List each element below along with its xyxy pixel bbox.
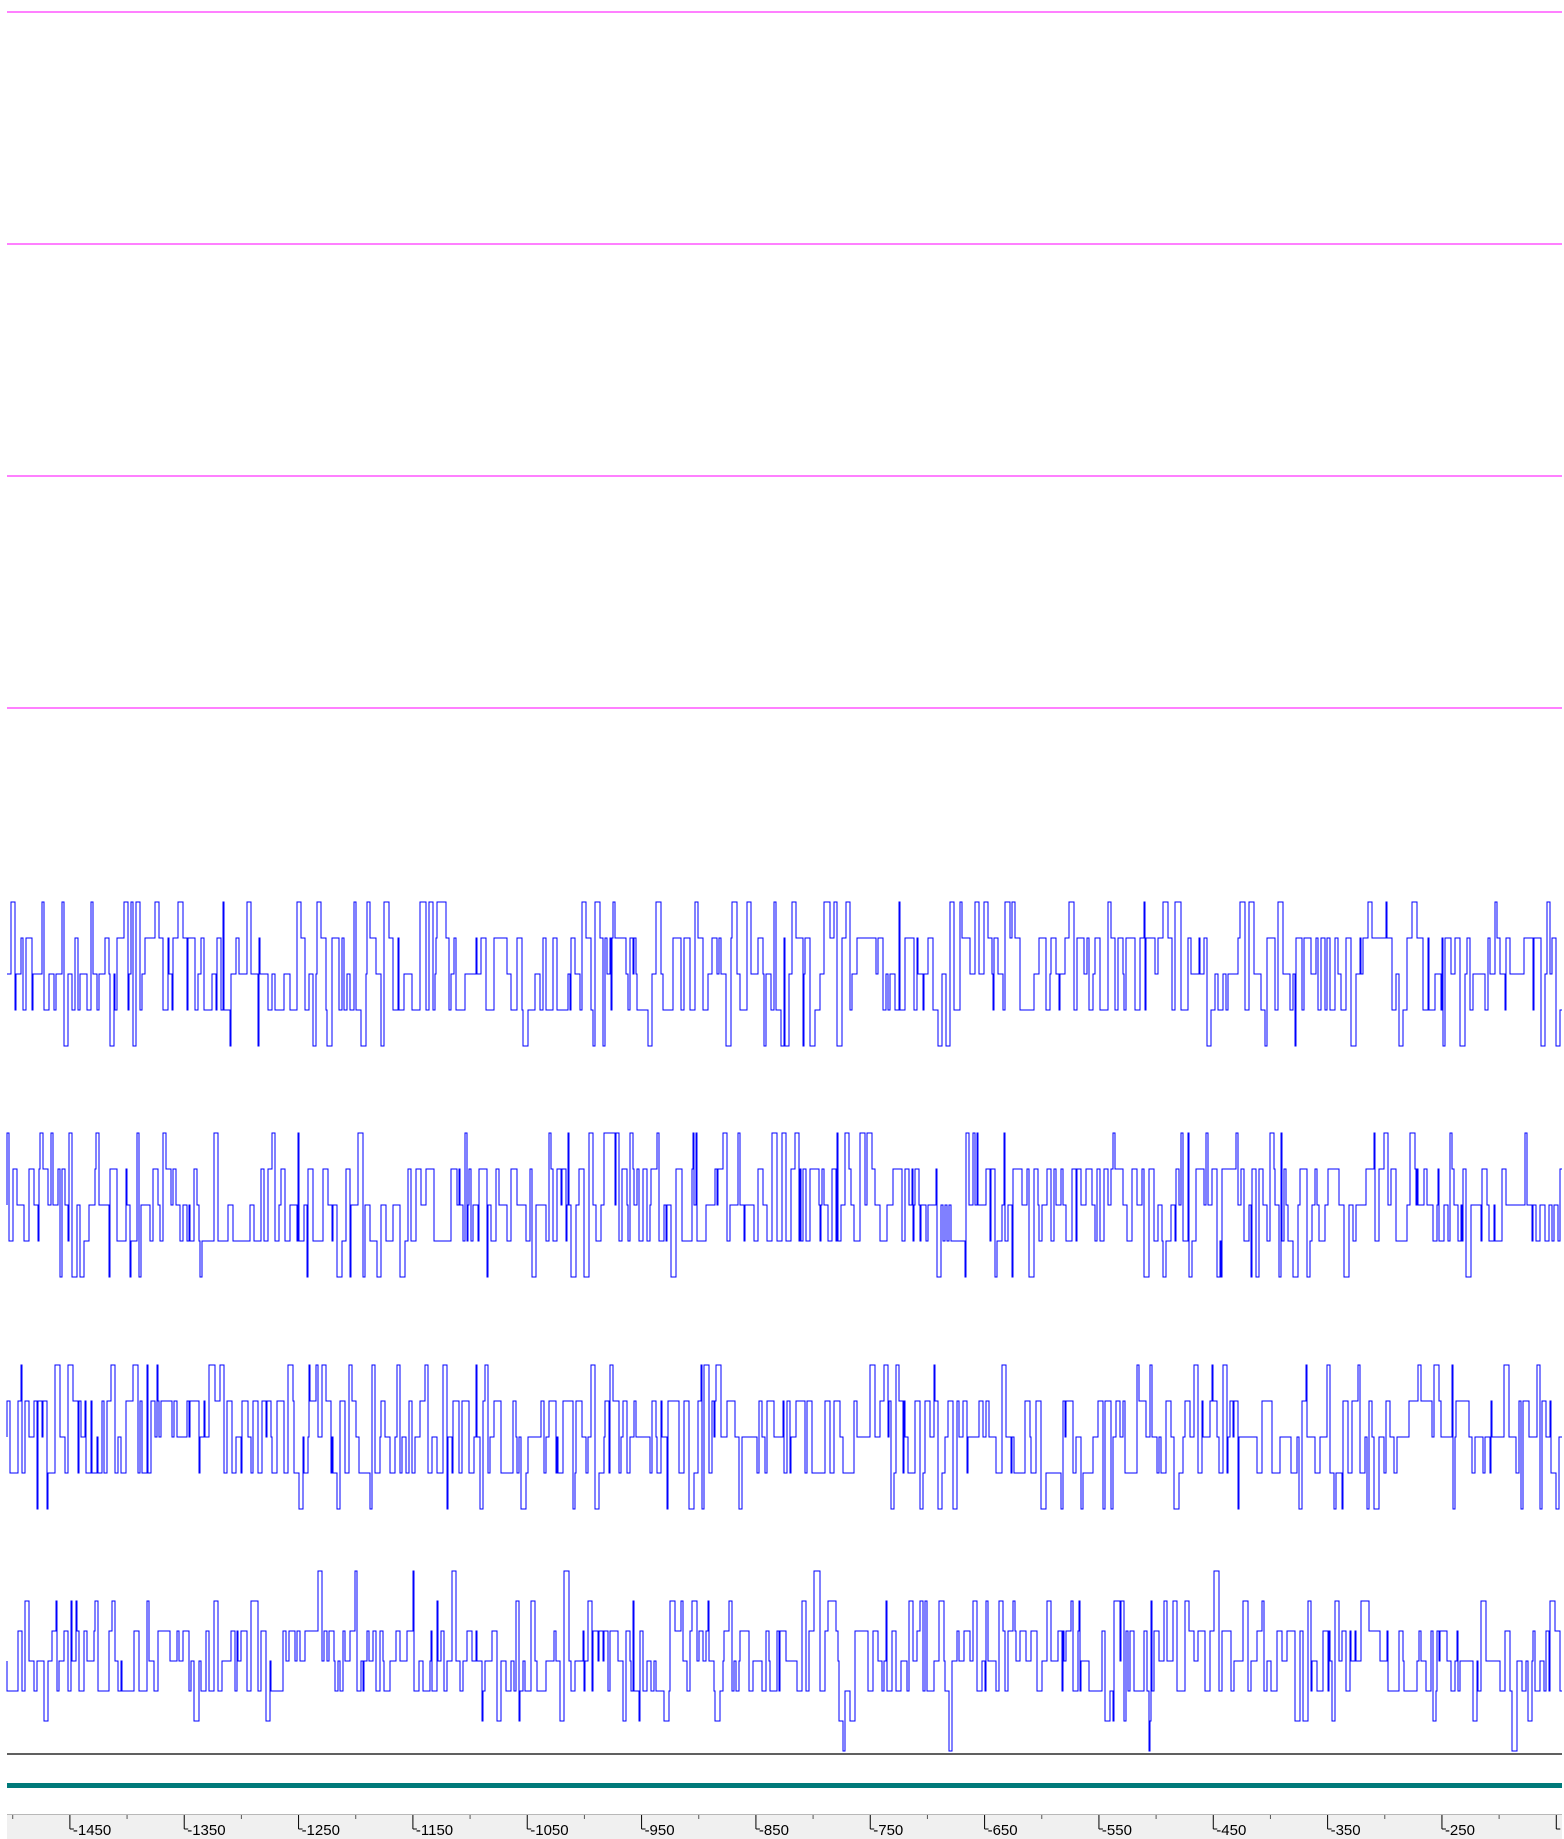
signal-line — [6, 1132, 1562, 1278]
ruler-tick-label: -850 — [759, 1822, 789, 1839]
ruler-tick-label: -350 — [1331, 1822, 1361, 1839]
ruler-ticks: -1450 -1350 -1250 -1150 -1050 -950 -850 -750 -65… — [12, 1815, 1561, 1839]
coordinate-ruler[interactable]: -1450 -1350 -1250 -1150 -1050 -950 -850 -750 -65… — [7, 1814, 1562, 1839]
ruler-tick-label: -550 — [1102, 1822, 1132, 1839]
ruler-tick-label: -950 — [645, 1822, 675, 1839]
ruler-tick-label: -250 — [1445, 1822, 1475, 1839]
signal-line — [6, 1570, 1562, 1752]
signal-track-1 — [7, 901, 1562, 1047]
ruler-tick-label: -1250 — [302, 1822, 340, 1839]
ruler-tick-label: -1150 — [416, 1822, 453, 1839]
ruler-tick-label: -450 — [1216, 1822, 1246, 1839]
ruler-tick-label: -750 — [873, 1822, 903, 1839]
signal-line — [6, 1364, 1562, 1510]
signal-track-2 — [6, 1132, 1562, 1278]
selection-band — [7, 1783, 1562, 1788]
signal-line — [7, 901, 1562, 1047]
ruler-tick-label: -1350 — [187, 1822, 225, 1839]
signal-track-4 — [6, 1570, 1562, 1752]
ruler-tick-label: -1050 — [530, 1822, 568, 1839]
signal-track-3 — [6, 1364, 1562, 1510]
ruler-tick-label: -1450 — [73, 1822, 111, 1839]
ruler-tick-label: -650 — [988, 1822, 1018, 1839]
